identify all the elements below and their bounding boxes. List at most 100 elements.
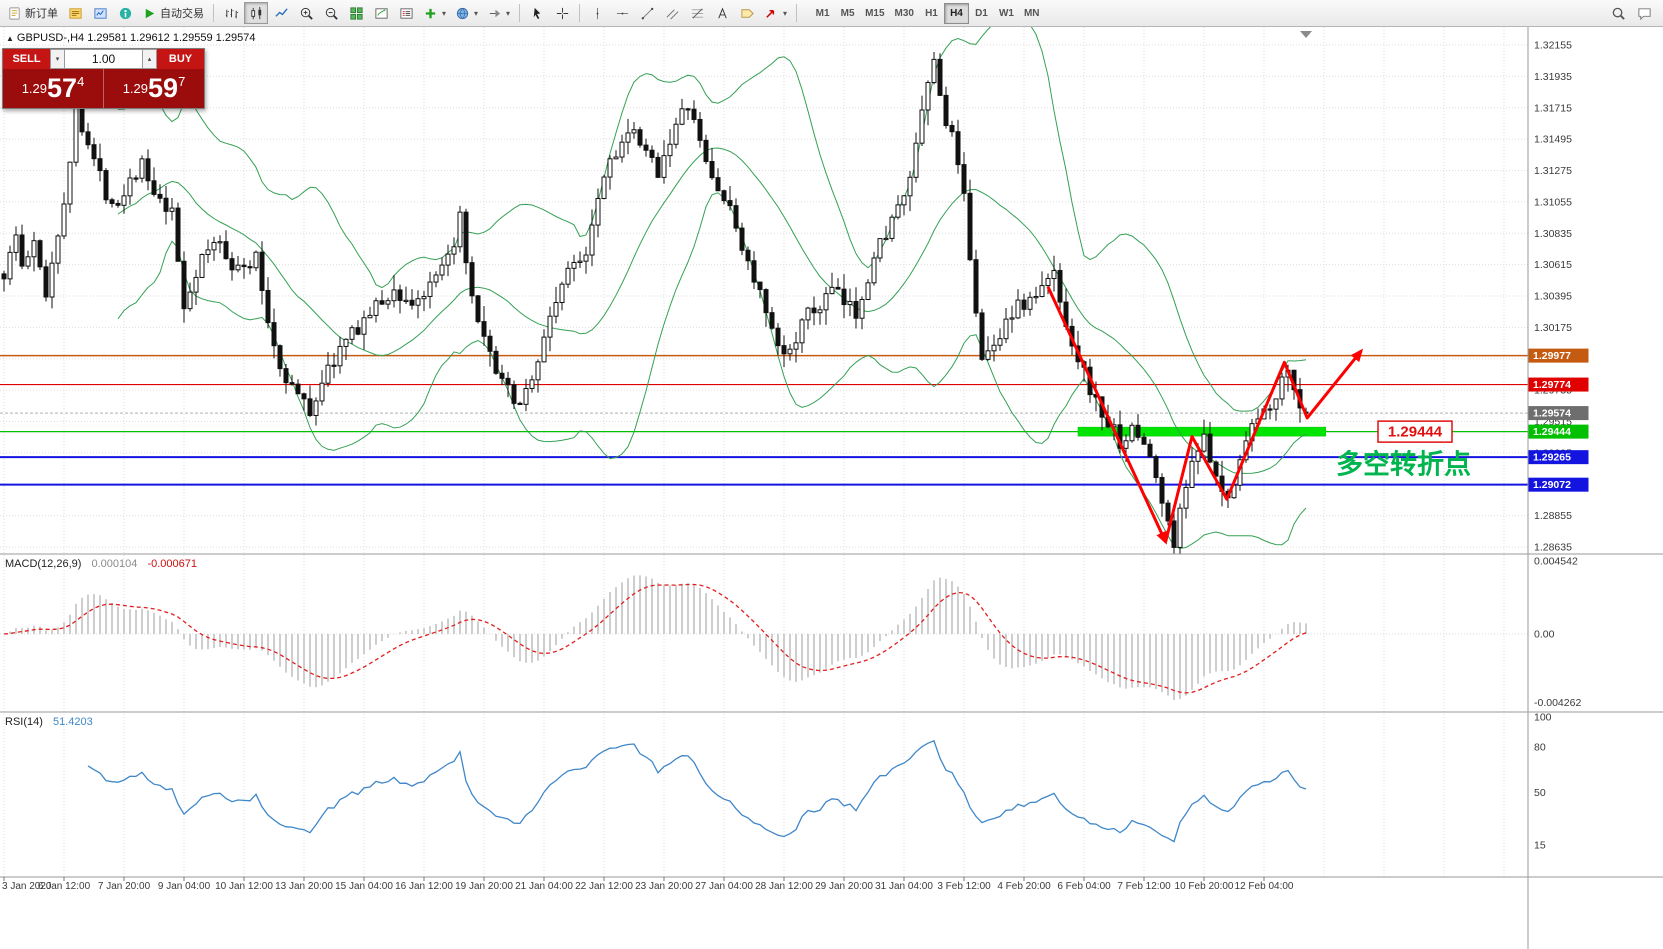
volume-decrease-button[interactable]: ▾ [50,49,65,69]
equidistant-channel-button[interactable] [660,2,684,24]
svg-text:1.30395: 1.30395 [1534,291,1572,303]
timeframe-M5[interactable]: M5 [835,3,860,24]
candlestick-chart-button[interactable] [244,2,268,24]
turning-point-annotation[interactable]: 多空转折点 [1336,449,1471,480]
line-chart-button[interactable] [269,2,293,24]
market-watch-button[interactable] [88,2,112,24]
community-button[interactable] [113,2,137,24]
add-indicator-button[interactable]: ▾ [419,2,450,24]
volume-input[interactable] [65,49,142,69]
timeframe-M1[interactable]: M1 [810,3,835,24]
trend-arrows-object[interactable] [1046,286,1364,545]
svg-text:1.31275: 1.31275 [1534,165,1572,177]
svg-text:1.31715: 1.31715 [1534,102,1572,114]
timeframe-M30[interactable]: M30 [890,3,919,24]
label-icon [740,6,755,21]
price-axis: 1.32155 1.31935 1.31715 1.31495 1.31275 1.310… [1534,40,1572,554]
fibonacci-button[interactable] [685,2,709,24]
trade-widget-prices: 1.29 57 4 1.29 59 7 [3,69,204,108]
svg-text:16 Jan 12:00: 16 Jan 12:00 [395,881,453,892]
hline-icon [615,6,630,21]
timeframe-H1[interactable]: H1 [919,3,944,24]
objlist-icon [399,6,414,21]
sell-price-head: 1.29 [21,81,48,96]
bar-direction-icon: ▲ [6,34,14,43]
price-tag-annotation[interactable]: 1.29444 [1377,420,1453,443]
vertical-line-button[interactable] [585,2,609,24]
svg-text:0.00: 0.00 [1534,629,1555,641]
plus-icon [423,6,438,21]
navigator-button[interactable]: ▾ [451,2,482,24]
svg-text:80: 80 [1534,742,1546,754]
chart-shift-button[interactable]: ▾ [483,2,514,24]
new-order-button[interactable]: 新订单 [3,2,62,24]
sell-price[interactable]: 1.29 57 4 [3,69,103,108]
svg-text:100: 100 [1534,712,1552,724]
shift-icon [487,6,502,21]
arrow-objects-button[interactable]: ▾ [760,2,791,24]
svg-text:1.32155: 1.32155 [1534,40,1572,52]
horizontal-level-lines[interactable] [0,354,1528,486]
candles-icon [249,6,264,21]
svg-text:多空转折点: 多空转折点 [1336,449,1471,480]
timeframe-D1[interactable]: D1 [969,3,994,24]
svg-text:27 Jan 04:00: 27 Jan 04:00 [695,881,753,892]
tline-icon [640,6,655,21]
bar-chart-button[interactable] [219,2,243,24]
timeframe-M15[interactable]: M15 [860,3,889,24]
svg-text:6 Jan 12:00: 6 Jan 12:00 [38,881,91,892]
chat-button[interactable] [1632,2,1656,24]
tile-windows-button[interactable] [344,2,368,24]
volume-increase-button[interactable]: ▴ [142,49,157,69]
indicator-window-button[interactable] [369,2,393,24]
cursor-button[interactable] [525,2,549,24]
chart-shift-marker-icon[interactable] [1300,31,1312,38]
sell-button[interactable]: SELL [3,49,50,69]
terminal-icon [93,6,108,21]
svg-text:3 Jan 2020: 3 Jan 2020 [2,881,52,892]
chart-window[interactable]: 多空转折点 1.29444 1.32155 1.31935 1.31715 1.31495… [0,27,1663,949]
doc-icon [7,6,22,21]
svg-text:1.29265: 1.29265 [1533,452,1571,464]
svg-text:1.30175: 1.30175 [1534,322,1572,334]
support-zone-object[interactable] [0,426,1528,437]
toolbar-separator [579,4,581,22]
svg-text:1.30615: 1.30615 [1534,259,1572,271]
text-label-button[interactable] [735,2,759,24]
auto-trading-button[interactable]: 自动交易 [138,2,208,24]
crosshair-button[interactable] [550,2,574,24]
dropdown-caret-icon: ▾ [474,8,479,18]
svg-text:10 Feb 20:00: 10 Feb 20:00 [1175,881,1234,892]
svg-text:1.30835: 1.30835 [1534,228,1572,240]
timeframe-H4[interactable]: H4 [943,2,969,24]
main-toolbar: 新订单 自动交易 ▾ ▾ ▾ ▾ M1 M5 M15 M30 H1 H4 D1 W1 MN [0,0,1663,27]
svg-text:13 Jan 20:00: 13 Jan 20:00 [275,881,333,892]
timeframe-MN[interactable]: MN [1019,3,1045,24]
trade-widget-controls: SELL ▾ ▴ BUY [3,49,204,69]
macd-label: MACD(12,26,9) [5,558,82,570]
buy-price-main: 59 [148,73,179,103]
svg-text:3 Feb 12:00: 3 Feb 12:00 [937,881,991,892]
svg-text:0.004542: 0.004542 [1534,556,1578,568]
svg-text:15 Jan 04:00: 15 Jan 04:00 [335,881,393,892]
metaeditor-button[interactable] [63,2,87,24]
zoom-in-button[interactable] [294,2,318,24]
trendline-button[interactable] [635,2,659,24]
timeframe-W1[interactable]: W1 [994,3,1019,24]
horizontal-line-button[interactable] [610,2,634,24]
buy-price[interactable]: 1.29 59 7 [104,69,204,108]
buy-button[interactable]: BUY [157,49,204,69]
svg-text:21 Jan 04:00: 21 Jan 04:00 [515,881,573,892]
timeframe-group: M1 M5 M15 M30 H1 H4 D1 W1 MN [810,2,1045,24]
svg-text:22 Jan 12:00: 22 Jan 12:00 [575,881,633,892]
macd-header: MACD(12,26,9) 0.000104 -0.000671 [5,558,197,570]
zoom-out-button[interactable] [319,2,343,24]
text-button[interactable] [710,2,734,24]
toolbar-right-group [1606,2,1660,24]
search-button[interactable] [1606,2,1630,24]
zoom-in-icon [299,6,314,21]
object-list-button[interactable] [394,2,418,24]
svg-text:23 Jan 20:00: 23 Jan 20:00 [635,881,693,892]
chart-canvas[interactable]: 多空转折点 1.29444 1.32155 1.31935 1.31715 1.31495… [0,27,1663,949]
